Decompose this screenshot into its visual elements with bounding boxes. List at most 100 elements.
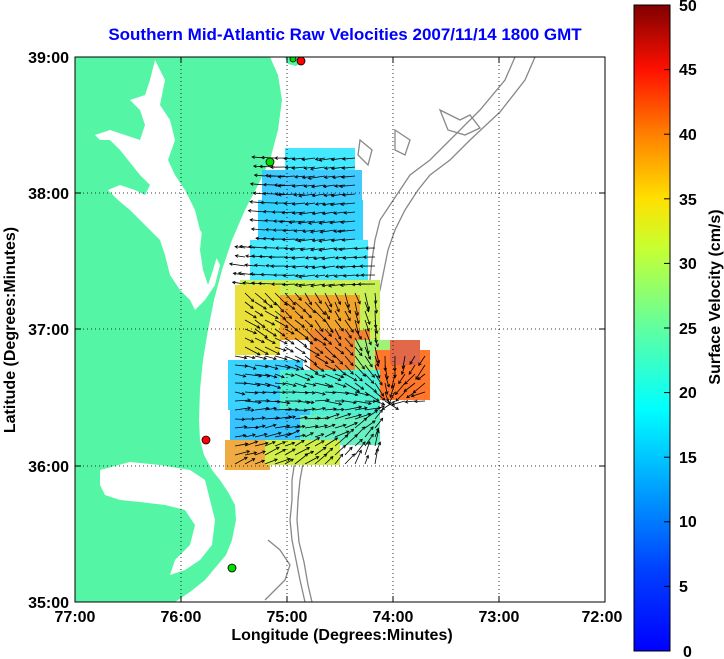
velocity-arrow — [334, 409, 345, 411]
velocity-arrow-head — [328, 284, 332, 288]
velocity-arrow-head — [301, 350, 306, 355]
velocity-arrow — [244, 264, 256, 267]
velocity-arrow — [304, 456, 319, 465]
velocity-arrow-head — [306, 447, 311, 451]
x-tick-labels: 77:00 76:00 75:00 74:00 73:00 72:00 — [55, 609, 623, 626]
velocity-arrow-head — [329, 220, 334, 225]
velocity-arrow — [354, 400, 372, 405]
velocity-arrow-head — [311, 211, 316, 216]
velocity-arrow-head — [257, 281, 262, 286]
velocity-arrow — [264, 364, 278, 370]
velocity-arrow — [314, 328, 327, 341]
velocity-arrow — [244, 373, 262, 377]
velocity-arrow — [304, 328, 317, 342]
velocity-arrow-head — [410, 393, 415, 398]
velocity-arrow-head — [320, 440, 325, 444]
velocity-arrow-head — [272, 340, 276, 344]
velocity-arrow-head — [290, 458, 294, 462]
velocity-arrow — [294, 425, 305, 429]
velocity-arrow-head — [329, 447, 334, 452]
velocity-arrow-head — [361, 365, 365, 370]
velocity-arrow-head — [323, 166, 328, 170]
velocity-arrow-head — [360, 386, 365, 390]
velocity-arrow — [264, 337, 276, 344]
velocity-arrow-head — [258, 400, 262, 405]
velocity-arrow — [319, 157, 336, 161]
velocity-arrow — [294, 229, 306, 232]
velocity-arrow-head — [291, 441, 296, 446]
velocity-arrow-head — [242, 433, 247, 438]
velocity-arrow-head — [253, 330, 258, 335]
velocity-arrow — [314, 382, 332, 388]
velocity-arrow-head — [291, 202, 296, 206]
velocity-arrow-head — [252, 191, 257, 196]
velocity-arrow — [284, 328, 295, 335]
velocity-arrow-head — [340, 220, 344, 224]
velocity-arrow-head — [367, 412, 372, 417]
velocity-arrow — [254, 364, 268, 368]
velocity-arrow — [304, 425, 318, 429]
velocity-arrow-head — [310, 374, 315, 379]
velocity-arrow — [384, 391, 389, 402]
chesapeake-bay — [95, 60, 220, 310]
y-axis-label: Latitude (Degrees:Minutes) — [2, 227, 19, 433]
velocity-arrow-head — [283, 156, 287, 161]
velocity-arrow — [294, 453, 309, 465]
velocity-vectors — [228, 155, 426, 465]
colorbar-tick-label: 5 — [679, 579, 688, 596]
velocity-arrow — [299, 211, 316, 215]
velocity-arrow — [304, 437, 320, 447]
velocity-arrow — [284, 202, 296, 204]
velocity-arrow-head — [273, 273, 277, 277]
x-tick-label: 74:00 — [373, 609, 414, 626]
velocity-arrow-head — [318, 248, 323, 252]
velocity-arrow — [354, 439, 363, 447]
velocity-arrow — [235, 255, 246, 258]
velocity-arrow-head — [283, 341, 288, 345]
velocity-arrow — [304, 364, 319, 374]
velocity-arrow — [354, 417, 367, 429]
velocity-arrow — [292, 265, 306, 268]
velocity-arrow — [408, 364, 416, 375]
velocity-arrow-head — [363, 417, 368, 422]
velocity-arrow — [292, 211, 306, 214]
velocity-arrow — [254, 310, 264, 317]
colorbar-label: Surface Velocity (cm/s) — [707, 209, 724, 384]
velocity-arrow — [364, 420, 376, 429]
velocity-arrow-head — [333, 407, 337, 411]
velocity-arrow-head — [273, 183, 278, 187]
velocity-arrow-head — [341, 238, 346, 242]
velocity-arrow-head — [337, 229, 342, 234]
velocity-arrow — [284, 301, 295, 310]
velocity-arrow — [334, 301, 340, 312]
velocity-arrow-head — [264, 218, 268, 223]
velocity-arrow-head — [261, 416, 266, 420]
velocity-arrow — [344, 310, 351, 321]
velocity-arrow — [278, 175, 296, 178]
velocity-arrow-head — [364, 246, 369, 250]
velocity-arrow — [314, 433, 324, 438]
velocity-arrow — [264, 424, 277, 429]
velocity-arrow — [324, 431, 336, 438]
velocity-arrow-head — [417, 376, 421, 381]
velocity-arrow — [254, 433, 267, 438]
velocity-arrow-head — [418, 362, 422, 367]
velocity-arrow-head — [341, 407, 345, 412]
velocity-arrow-head — [253, 315, 257, 319]
velocity-arrow — [322, 283, 336, 287]
velocity-arrow — [389, 382, 396, 398]
velocity-arrow — [364, 319, 370, 332]
velocity-arrow-head — [314, 274, 319, 278]
velocity-arrow — [283, 274, 296, 277]
velocity-arrow — [402, 355, 406, 369]
velocity-arrow — [334, 434, 349, 447]
velocity-arrow — [264, 373, 277, 378]
velocity-arrow — [294, 319, 305, 328]
velocity-arrow — [374, 430, 379, 447]
colorbar-tick-label: 40 — [679, 127, 697, 144]
velocity-arrow-head — [329, 202, 334, 207]
velocity-arrow — [364, 355, 373, 368]
velocity-arrow-head — [373, 324, 378, 329]
velocity-arrow — [324, 456, 334, 465]
velocity-arrow-head — [314, 157, 319, 161]
